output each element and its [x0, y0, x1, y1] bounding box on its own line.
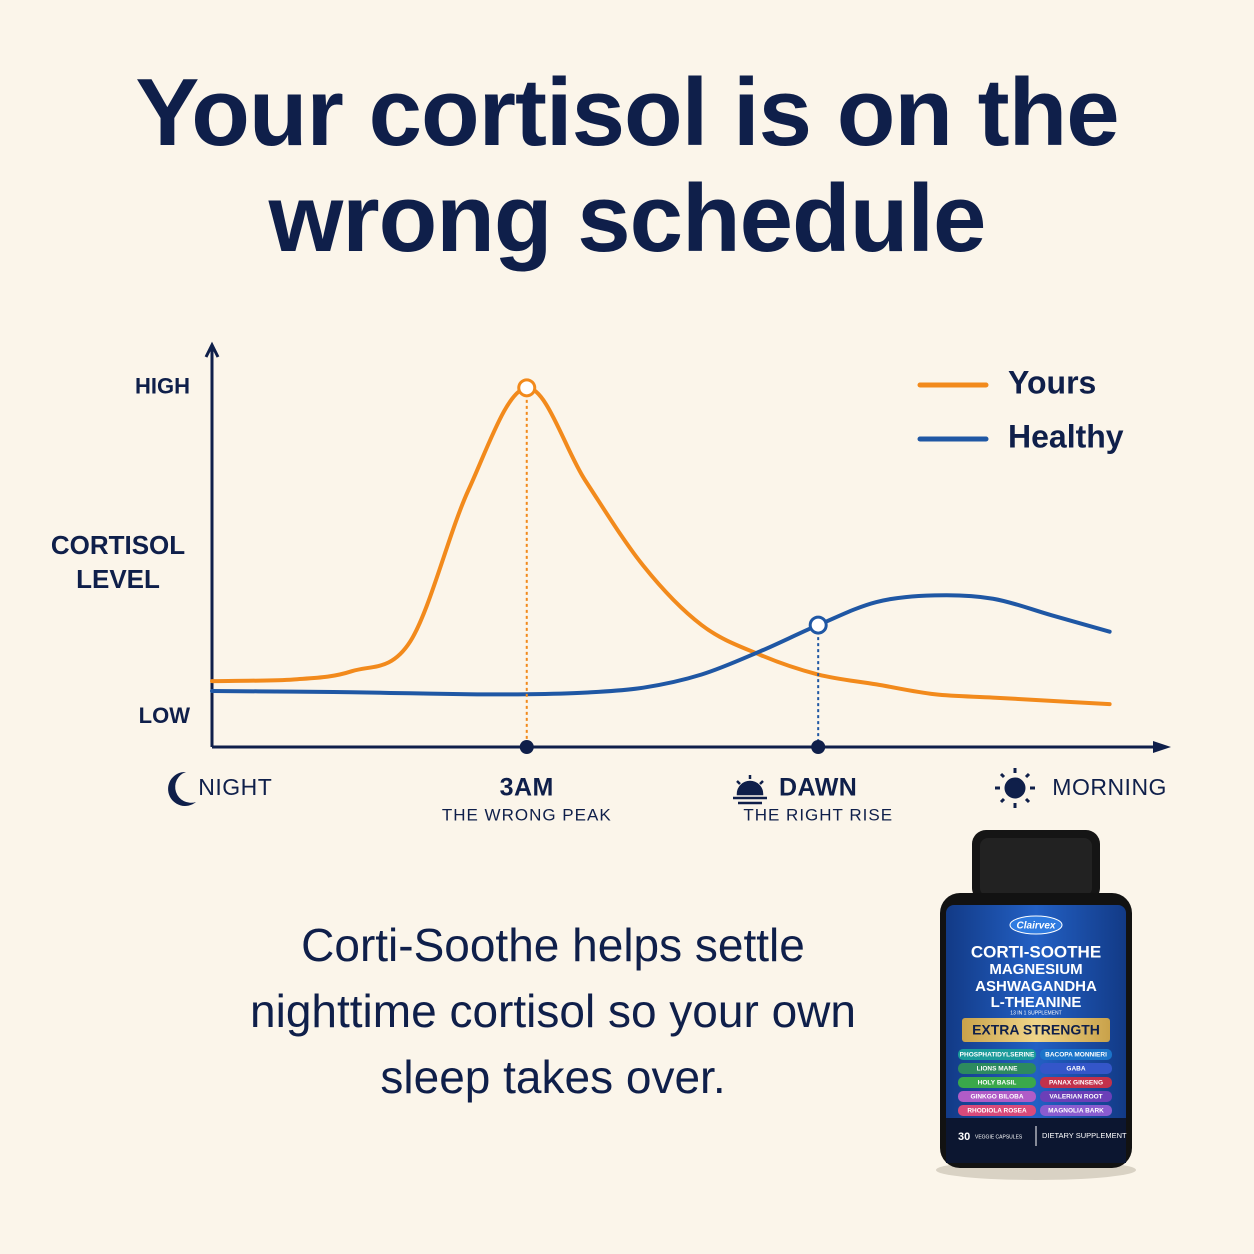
x-tick-label: DAWN	[779, 774, 857, 802]
y-axis-arrow	[204, 341, 220, 358]
moon-icon	[168, 771, 196, 806]
kind: DIETARY SUPPLEMENT	[1042, 1131, 1127, 1140]
title: Your cortisol is on the wrong schedule	[135, 59, 1119, 272]
ingredient-label: PANAX GINSENG	[1049, 1080, 1103, 1087]
ingredient-label: VALERIAN ROOT	[1049, 1094, 1102, 1101]
tagline: 13 IN 1 SUPPLEMENT	[1010, 1010, 1061, 1016]
ingredient-pill	[958, 1105, 1036, 1116]
x-axis-arrow	[1153, 741, 1171, 753]
ingredient-pill	[1040, 1077, 1112, 1088]
product-line: L-THEANINE	[991, 994, 1082, 1011]
ingredient-label: PHOSPHATIDYLSERINE	[960, 1052, 1035, 1059]
ingredient-label: MAGNOLIA BARK	[1048, 1108, 1104, 1115]
point-marker	[808, 615, 828, 635]
count-label: VEGGIE CAPSULES	[975, 1134, 1023, 1140]
badge: EXTRA STRENGTH	[972, 1022, 1100, 1038]
ingredient-pill	[1040, 1105, 1112, 1116]
series-line	[210, 593, 1112, 697]
x-tick-mark	[519, 740, 534, 754]
legend-label: Healthy	[1008, 418, 1124, 454]
x-tick-label: MORNING	[1052, 774, 1167, 800]
x-tick-label: 3AM	[500, 774, 554, 802]
sun-icon	[995, 768, 1035, 808]
count: 30	[958, 1131, 970, 1143]
product-line: MAGNESIUM	[989, 961, 1082, 978]
legend-label: Yours	[1008, 364, 1096, 400]
ingredient-pill	[1040, 1049, 1112, 1060]
ingredient-label: GABA	[1066, 1066, 1085, 1073]
x-tick-note: THE RIGHT RISE	[743, 805, 893, 824]
ingredient-pill	[958, 1063, 1036, 1074]
ingredient-label: HOLY BASIL	[978, 1080, 1017, 1087]
product-line: CORTI-SOOTHE	[971, 942, 1101, 961]
ingredient-pill	[958, 1049, 1036, 1060]
ingredient-pill	[958, 1077, 1036, 1088]
product-bottle: Clairvex CORTI-SOOTHE MAGNESIUM ASHWAGAN…	[936, 830, 1136, 1180]
series-line	[210, 385, 1112, 707]
ingredient-label: GINKGO BILOBA	[970, 1094, 1023, 1101]
ingredient-pill	[1040, 1091, 1112, 1102]
ingredient-pill	[1040, 1063, 1112, 1074]
ingredient-label: RHODIOLA ROSEA	[967, 1108, 1027, 1115]
caption: Corti-Soothe helps settle nighttime cort…	[250, 919, 856, 1103]
ingredient-label: BACOPA MONNIERI	[1045, 1052, 1107, 1059]
ingredient-label: LIONS MANE	[977, 1066, 1018, 1073]
product-line: ASHWAGANDHA	[975, 978, 1097, 995]
y-tick-label: HIGH	[135, 374, 190, 399]
y-axis-label: CORTISOL LEVEL	[50, 530, 186, 594]
sunrise-icon	[733, 775, 767, 805]
x-tick-label: NIGHT	[198, 774, 272, 800]
point-marker	[517, 378, 537, 398]
brand: Clairvex	[1017, 921, 1056, 932]
x-tick-mark	[811, 740, 826, 754]
ingredient-pill	[958, 1091, 1036, 1102]
x-tick-note: THE WRONG PEAK	[442, 805, 612, 824]
y-tick-label: LOW	[139, 703, 191, 728]
